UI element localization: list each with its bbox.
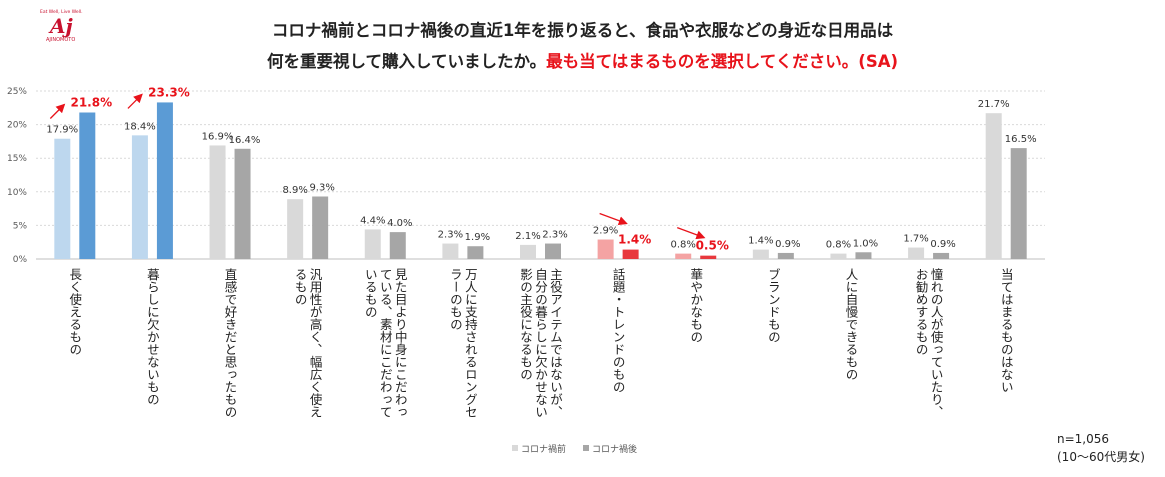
y-tick-label: 25% — [7, 87, 27, 97]
data-label-post: 2.3% — [542, 230, 567, 241]
y-tick-label: 15% — [7, 154, 27, 164]
chart-title-plain: 何を重要視して購入していましたか。 — [266, 52, 547, 71]
trend-arrow-down — [599, 212, 628, 226]
category-label: お勧めするもの — [914, 268, 929, 356]
bar-pre — [830, 253, 847, 259]
logo-tagline: Eat Well, Live Well. — [40, 10, 83, 15]
trend-arrow-up — [127, 93, 143, 109]
bar-post — [622, 249, 639, 259]
category-label: 自分の暮らしに欠かせない — [533, 268, 548, 418]
category-label: 憧れの人が使っていたり、 — [929, 267, 944, 418]
category-label: ブランドもの — [766, 267, 781, 343]
data-label-pre: 18.4% — [124, 121, 156, 132]
data-label-pre: 21.7% — [978, 99, 1010, 110]
y-tick-label: 5% — [13, 221, 28, 231]
bar-post — [545, 243, 561, 259]
bar-pre — [597, 239, 614, 259]
bar-pre — [520, 244, 536, 259]
category-label: 人に自慢できるもの — [843, 268, 858, 381]
chart-title-line1: コロナ禍前とコロナ禍後の直近1年を振り返ると、食品や衣服などの身近な日用品は — [271, 21, 894, 40]
bar-post — [700, 255, 717, 259]
category-label: 華やかなもの — [688, 268, 703, 343]
data-label-pre: 8.9% — [282, 185, 307, 196]
data-label-pre: 0.8% — [671, 240, 696, 251]
data-label-post: 1.9% — [465, 232, 490, 243]
data-label-pre: 2.3% — [438, 230, 463, 241]
y-tick-label: 20% — [7, 121, 27, 131]
category-label: 暮らしに欠かせないもの — [145, 268, 160, 406]
bar-pre — [908, 247, 925, 259]
y-tick-label: 10% — [7, 188, 27, 198]
trend-arrow-up — [49, 103, 66, 119]
logo-brand: AJINOMOTO — [46, 37, 76, 43]
chart-title-line2: 何を重要視して購入していましたか。最も当てはまるものを選択してください。(SA) — [0, 48, 1165, 72]
category-label: 見た目より中身にこだわっ — [393, 268, 408, 418]
category-label: 影の主役になるもの — [518, 268, 533, 381]
category-label: 汎用性が高く、幅広く使え — [308, 268, 323, 418]
bar-pre — [364, 229, 381, 259]
data-label-pre: 17.9% — [46, 125, 78, 136]
data-label-pre: 1.4% — [748, 236, 773, 247]
bar-post — [79, 112, 96, 259]
data-label-pre: 1.7% — [903, 234, 928, 245]
bar-pre — [131, 135, 148, 259]
data-label-post: 1.4% — [618, 233, 651, 247]
sample-base-note: (10〜60代男女) — [1057, 450, 1145, 464]
bar-post — [855, 252, 872, 259]
chart-title-highlight: 最も当てはまるものを選択してください。(SA) — [546, 52, 899, 71]
data-label-pre: 0.8% — [826, 240, 851, 251]
bar-pre — [752, 249, 769, 259]
bar-post — [389, 232, 406, 259]
sample-size-note: n=1,056 — [1057, 432, 1110, 446]
legend-label-post: コロナ禍後 — [592, 443, 637, 455]
category-label: 万人に支持されるロングセ — [463, 268, 478, 418]
category-label: 長く使えるもの — [67, 268, 82, 356]
bar-post — [467, 246, 484, 259]
bar-pre — [209, 145, 226, 259]
ajinomoto-logo: Eat Well, Live Well. Aj AJINOMOTO — [40, 10, 90, 44]
bar-post — [156, 102, 173, 259]
bar-pre — [442, 243, 459, 259]
bar-pre — [287, 199, 304, 259]
category-label: ラーのもの — [448, 268, 463, 331]
data-label-pre: 2.9% — [593, 226, 618, 237]
bar-post — [933, 252, 950, 259]
category-label: いるもの — [363, 268, 378, 318]
category-label: 主役アイテムではないが、 — [548, 268, 563, 418]
trend-arrow-down — [677, 227, 706, 240]
bar-post — [234, 148, 251, 259]
category-label: るもの — [293, 268, 308, 306]
logo-mark: Aj — [50, 14, 73, 38]
category-label: 直感で好きだと思ったもの — [223, 268, 238, 418]
data-label-post: 23.3% — [148, 85, 190, 99]
data-label-post: 0.9% — [775, 239, 800, 250]
bar-pre — [985, 113, 1002, 260]
y-tick-label: 0% — [13, 255, 28, 265]
data-label-post: 0.9% — [930, 239, 955, 250]
data-label-post: 21.8% — [70, 96, 112, 110]
bar-post — [312, 196, 329, 259]
bar-pre — [675, 253, 692, 259]
bar-pre — [54, 138, 71, 259]
legend-swatch-post — [583, 445, 589, 451]
data-label-post: 16.4% — [229, 135, 261, 146]
legend-swatch-pre — [512, 445, 518, 451]
data-label-post: 0.5% — [696, 239, 729, 253]
legend-label-pre: コロナ禍前 — [521, 443, 566, 455]
data-label-post: 1.0% — [853, 238, 878, 249]
data-label-post: 4.0% — [387, 218, 412, 229]
data-label-pre: 2.1% — [515, 231, 540, 242]
bar-post — [777, 252, 794, 259]
bar-post — [1010, 148, 1027, 259]
data-label-post: 16.5% — [1005, 134, 1037, 145]
category-label: 当てはまるものはない — [999, 268, 1014, 393]
category-label: ている、素材にこだわって — [378, 268, 393, 418]
data-label-pre: 4.4% — [360, 215, 385, 226]
data-label-pre: 16.9% — [202, 131, 234, 142]
data-label-post: 9.3% — [309, 183, 334, 194]
category-label: 話題・トレンドのもの — [611, 267, 626, 393]
